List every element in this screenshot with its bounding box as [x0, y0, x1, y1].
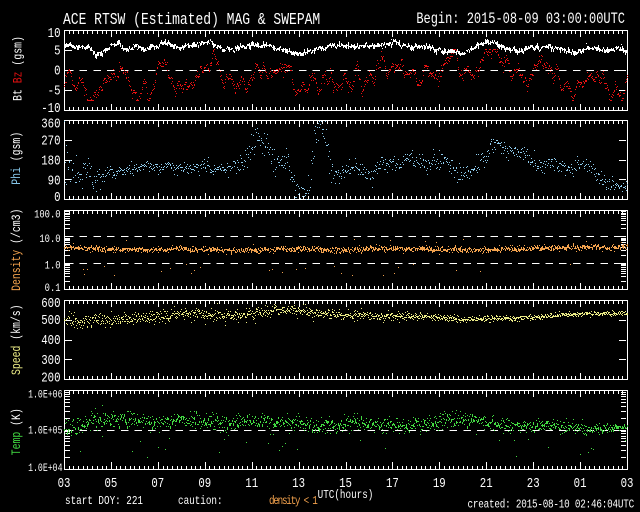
svg-text:Begin: 2015-08-09 03:00:00UTC: Begin: 2015-08-09 03:00:00UTC [416, 11, 625, 29]
svg-text:300: 300 [41, 353, 60, 369]
svg-text:1.0E+04: 1.0E+04 [28, 462, 63, 474]
svg-text:03: 03 [621, 476, 634, 492]
svg-text:01: 01 [574, 476, 587, 492]
svg-text:ACE RTSW (Estimated) MAG & SWE: ACE RTSW (Estimated) MAG & SWEPAM [63, 9, 320, 29]
svg-text:05: 05 [104, 476, 117, 492]
svg-text:5: 5 [54, 43, 60, 59]
svg-text:13: 13 [292, 476, 305, 492]
svg-text:09: 09 [198, 476, 211, 492]
svg-text:Phi (gsm): Phi (gsm) [11, 132, 24, 185]
svg-text:created: 2015-08-10 02:46:04UT: created: 2015-08-10 02:46:04UTC [468, 499, 634, 512]
svg-text:start DOY: 221: start DOY: 221 [65, 495, 143, 508]
svg-text:07: 07 [151, 476, 164, 492]
svg-text:density < 1: density < 1 [269, 495, 317, 508]
svg-text:1.0E+06: 1.0E+06 [28, 388, 63, 400]
svg-text:11: 11 [245, 476, 258, 492]
svg-text:200: 200 [41, 370, 60, 386]
svg-text:Bt Bz (gsm): Bt Bz (gsm) [13, 36, 26, 101]
svg-text:270: 270 [41, 133, 60, 149]
svg-text:360: 360 [41, 116, 60, 132]
svg-text:21: 21 [480, 476, 493, 492]
svg-text:0.1: 0.1 [45, 283, 61, 295]
svg-text:caution:: caution: [178, 495, 223, 508]
svg-text:1.0E+05: 1.0E+05 [28, 425, 63, 437]
svg-text:15: 15 [339, 476, 352, 492]
svg-text:03: 03 [58, 476, 71, 492]
svg-text:10: 10 [48, 26, 61, 42]
svg-text:Density (/cm3): Density (/cm3) [11, 209, 24, 291]
svg-text:-10: -10 [41, 101, 60, 117]
svg-text:100.0: 100.0 [34, 210, 60, 222]
svg-text:23: 23 [527, 476, 540, 492]
svg-text:Speed (km/s): Speed (km/s) [11, 304, 24, 375]
svg-text:-5: -5 [48, 83, 61, 99]
svg-text:UTC(hours): UTC(hours) [318, 489, 374, 502]
svg-text:Temp (K): Temp (K) [11, 408, 24, 455]
svg-text:1.0: 1.0 [45, 261, 61, 273]
svg-text:180: 180 [41, 153, 60, 169]
svg-text:19: 19 [433, 476, 446, 492]
svg-text:10.0: 10.0 [39, 234, 60, 246]
svg-text:17: 17 [386, 476, 399, 492]
svg-text:600: 600 [41, 296, 60, 312]
svg-text:400: 400 [41, 333, 60, 349]
svg-text:500: 500 [41, 313, 60, 329]
svg-text:0: 0 [54, 190, 60, 206]
svg-text:90: 90 [48, 173, 61, 189]
svg-text:0: 0 [54, 63, 60, 79]
